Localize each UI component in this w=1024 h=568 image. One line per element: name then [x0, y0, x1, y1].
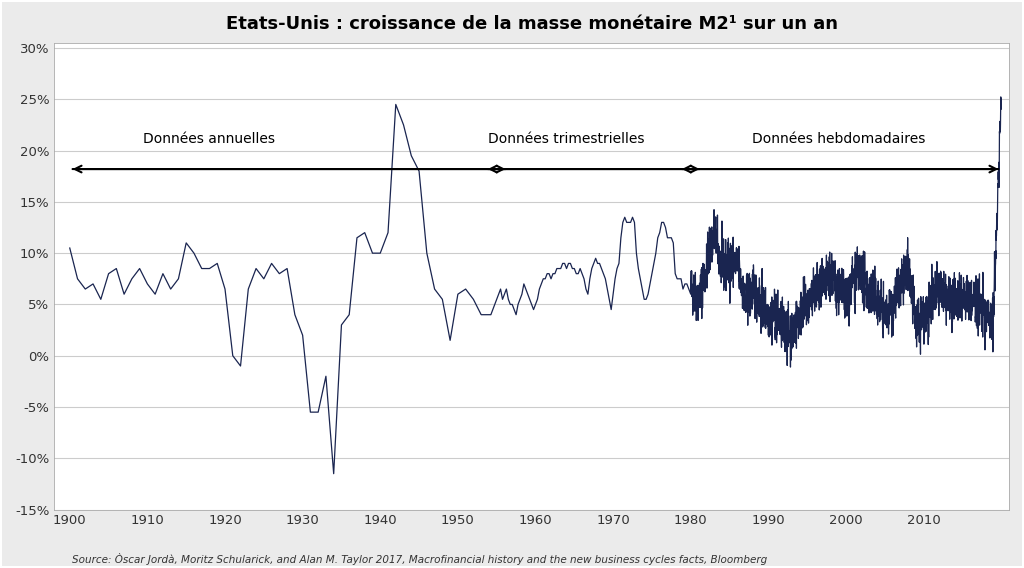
Text: Données annuelles: Données annuelles: [143, 132, 275, 147]
Text: Données hebdomadaires: Données hebdomadaires: [752, 132, 925, 147]
Text: Source: Òscar Jordà, Moritz Schularick, and Alan M. Taylor 2017, Macrofinancial : Source: Òscar Jordà, Moritz Schularick, …: [72, 553, 767, 565]
Title: Etats-Unis : croissance de la masse monétaire M2¹ sur un an: Etats-Unis : croissance de la masse moné…: [225, 15, 838, 33]
Text: Données trimestrielles: Données trimestrielles: [488, 132, 645, 147]
